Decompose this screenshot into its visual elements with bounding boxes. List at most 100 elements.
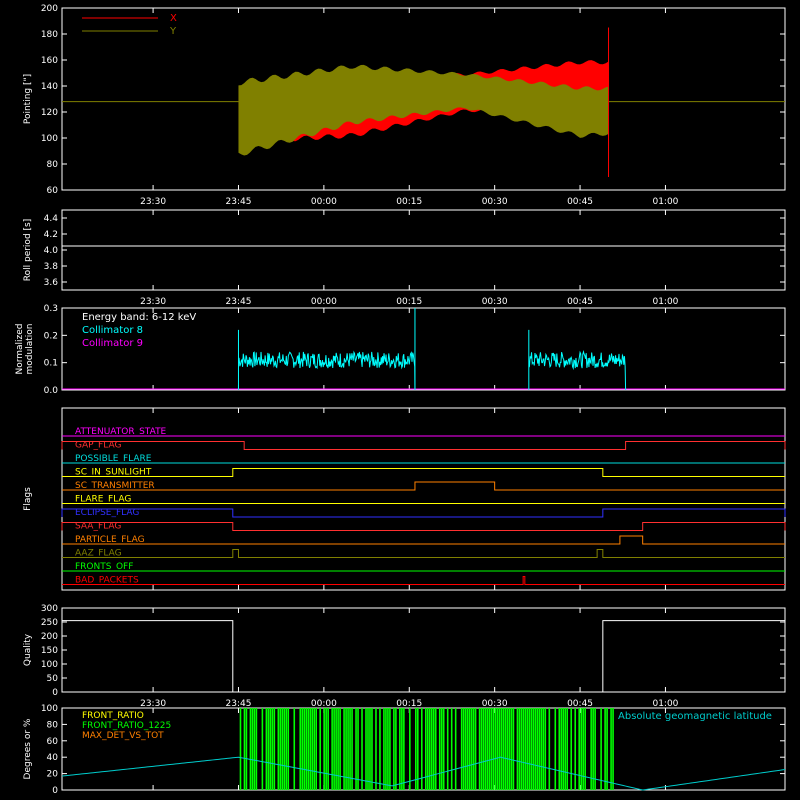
y-tick-label: 4.0: [44, 246, 59, 256]
flag-label: ATTENUATOR_STATE: [75, 427, 167, 437]
panel-3: 0.0 0.1 0.2 0.3 Normalized modulation Energy b…: [15, 304, 786, 396]
legend-label: FRONT_RATIO: [82, 711, 144, 721]
panel-5: 0 50 100 150 200 250 300 23:30 23:45 00:00 00:15 00…: [23, 604, 786, 709]
y-axis-label: Pointing ["]: [23, 74, 33, 124]
y-tick-label: 80: [47, 160, 59, 170]
x-tick-label: 01:00: [652, 197, 678, 207]
y-tick-label: 0.1: [44, 359, 58, 369]
flag-line-aaz_flag: [62, 549, 785, 558]
panel-4: Flags ATTENUATOR_STATE GAP_FLAG POSSIBLE_FL…: [23, 407, 786, 591]
y-tick-label: 180: [41, 30, 58, 40]
y-tick-label: 160: [41, 56, 58, 66]
flag-label: SC_IN_SUNLIGHT: [75, 468, 152, 478]
x-tick-label: 00:00: [311, 699, 337, 709]
x-tick-label: 23:30: [140, 699, 166, 709]
x-tick-label: 01:00: [652, 297, 678, 307]
x-tick-label: 00:15: [396, 699, 422, 709]
y-tick-label: 200: [41, 632, 58, 642]
flag-line-gap_flag: [61, 441, 786, 450]
legend-label: Y: [169, 26, 177, 37]
x-tick-label: 00:30: [482, 197, 508, 207]
x-tick-label: 00:00: [311, 297, 337, 307]
flag-label: SAA_FLAG: [75, 522, 121, 532]
y-tick-label: 40: [47, 753, 59, 763]
x-tick-label: 00:15: [396, 297, 422, 307]
legend-label: FRONT_RATIO_1225: [82, 721, 171, 731]
series-collimator-8: [237, 329, 416, 391]
flag-label: GAP_FLAG: [75, 441, 121, 451]
y-tick-label: 4.4: [44, 214, 59, 224]
latitude-label: Absolute geomagnetic latitude: [618, 711, 772, 722]
plot-frame: [61, 307, 786, 391]
plot-frame: [61, 407, 786, 591]
x-tick-label: 01:00: [652, 699, 678, 709]
y-tick-label: 250: [41, 618, 58, 628]
y-tick-label: 0.2: [44, 331, 58, 341]
series-geomagnetic-latitude: [61, 756, 786, 791]
legend-label: MAX_DET_VS_TOT: [82, 731, 164, 741]
flag-label: ECLIPSE_FLAG: [75, 508, 139, 518]
x-tick-label: 23:45: [226, 197, 252, 207]
x-tick-label: 00:45: [567, 699, 593, 709]
y-tick-label: 0.0: [44, 386, 59, 396]
series-quality: [62, 620, 785, 693]
y-tick-label: 0: [52, 786, 58, 796]
x-tick-label: 23:45: [226, 297, 252, 307]
x-tick-label: 00:15: [396, 197, 422, 207]
panel-2: 3.6 3.8 4.0 4.2 4.4 23:30 23:45 00:00 00:15 00:30…: [23, 209, 786, 307]
panel-1: 60 80 100 120 140 160 180 200 23:30 23:45 00:00 00:…: [23, 4, 786, 207]
x-tick-label: 23:30: [140, 197, 166, 207]
y-axis-label: Roll period [s]: [23, 219, 33, 281]
y-tick-label: 140: [41, 82, 58, 92]
x-tick-label: 00:45: [567, 197, 593, 207]
legend-label: Collimator 8: [82, 325, 143, 336]
y-tick-label: 200: [41, 4, 58, 14]
y-tick-label: 100: [41, 134, 58, 144]
x-tick-label: 00:30: [482, 699, 508, 709]
y-axis-label: Quality: [23, 633, 33, 666]
y-axis-label: Normalized: [15, 323, 25, 374]
y-tick-label: 20: [47, 770, 59, 780]
plot-frame: [61, 7, 786, 191]
y-tick-label: 60: [47, 737, 59, 747]
y-tick-label: 0.3: [44, 304, 58, 314]
y-tick-label: 100: [41, 660, 58, 670]
y-tick-label: 3.8: [44, 262, 59, 272]
y-tick-label: 150: [41, 646, 58, 656]
x-tick-label: 00:45: [567, 297, 593, 307]
y-axis-label: modulation: [25, 324, 35, 375]
flag-line-sc_transmitter: [62, 481, 785, 491]
panel-6: 0 20 40 60 80 100 Degrees or % FRONT_RATIOFRONT…: [23, 704, 786, 796]
flag-label: SC_TRANSMITTER: [75, 481, 155, 491]
y-tick-label: 100: [41, 704, 58, 714]
x-tick-label: 23:45: [226, 699, 252, 709]
flag-line-saa_flag: [61, 522, 786, 531]
flag-label: BAD_PACKETS: [75, 576, 139, 586]
energy-band-label: Energy band: 6-12 keV: [82, 312, 196, 323]
x-tick-label: 00:30: [482, 297, 508, 307]
flag-label: POSSIBLE_FLARE: [75, 454, 152, 464]
y-axis-label: Flags: [23, 487, 33, 511]
legend-label: Collimator 9: [82, 338, 143, 349]
y-tick-label: 300: [41, 604, 58, 614]
flag-line-bad_packets: [62, 576, 785, 585]
flag-line-particle_flag: [62, 535, 785, 545]
flag-label: FRONTS_OFF: [75, 562, 133, 572]
y-tick-label: 4.2: [44, 230, 58, 240]
plot-frame: [61, 707, 786, 791]
y-tick-label: 0: [52, 688, 58, 698]
x-tick-label: 23:30: [140, 297, 166, 307]
flag-line-eclipse_flag: [61, 508, 786, 518]
flag-label: FLARE_FLAG: [75, 495, 131, 505]
legend-label: X: [170, 13, 177, 24]
series-y-band: [238, 64, 609, 156]
y-tick-label: 80: [47, 720, 59, 730]
flag-label: AAZ_FLAG: [75, 549, 122, 559]
x-tick-label: 00:00: [311, 197, 337, 207]
y-tick-label: 120: [41, 108, 58, 118]
y-axis-label: Degrees or %: [23, 718, 33, 779]
flag-line-sc_in_sunlight: [62, 468, 785, 477]
series-collimator-8: [528, 329, 627, 391]
flag-label: PARTICLE_FLAG: [75, 535, 145, 545]
